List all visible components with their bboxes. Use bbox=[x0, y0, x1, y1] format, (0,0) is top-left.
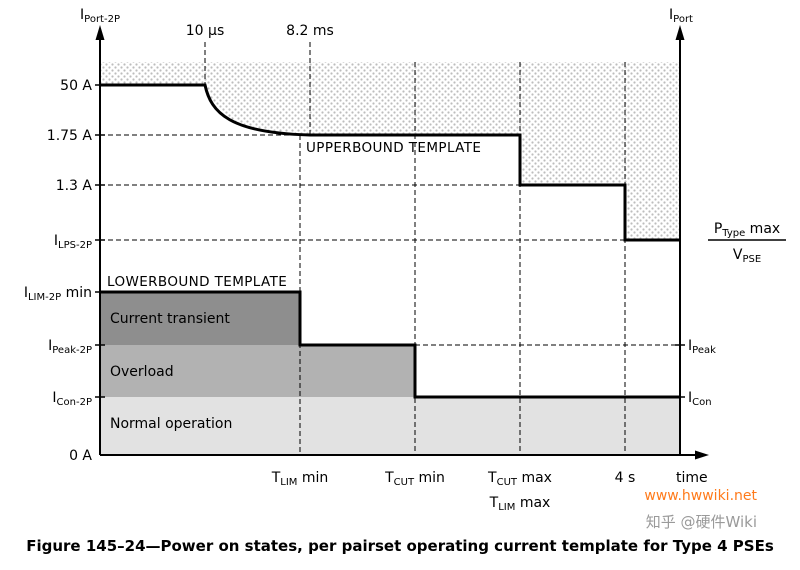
top-label-8-2ms: 8.2 ms bbox=[286, 23, 334, 39]
region-normal-operation bbox=[100, 397, 680, 455]
bottom-axis-labels: TLIM min TCUT min TCUT max TLIM max 4 s … bbox=[271, 470, 708, 513]
right-axis-ticks bbox=[675, 344, 685, 398]
label-ilim-2p-min: ILIM-2P min bbox=[24, 285, 92, 303]
upperbound-template-line bbox=[100, 83, 680, 242]
region-overload bbox=[100, 345, 415, 397]
lowerbound-regions bbox=[100, 292, 680, 455]
right-side-labels: PType max VPSE IPeak ICon bbox=[688, 221, 786, 408]
right-axis-arrow-icon bbox=[675, 25, 685, 40]
left-axis-ticks bbox=[95, 84, 105, 398]
label-icon-2p: ICon-2P bbox=[52, 390, 92, 408]
top-label-10us: 10 µs bbox=[186, 23, 224, 39]
label-tcut-min: TCUT min bbox=[384, 470, 445, 488]
label-1-3A: 1.3 A bbox=[56, 178, 93, 194]
label-icon: ICon bbox=[688, 390, 712, 408]
upperbound-region bbox=[100, 62, 680, 240]
label-4s: 4 s bbox=[615, 470, 636, 486]
annotation-lowerbound-template: LOWERBOUND TEMPLATE bbox=[107, 274, 287, 290]
watermark-site-link[interactable]: www.hwwiki.net bbox=[644, 488, 757, 504]
time-axis-arrow-icon bbox=[695, 450, 709, 460]
right-axis-title: IPort bbox=[669, 7, 693, 25]
annotation-normal-operation: Normal operation bbox=[110, 416, 232, 432]
axes bbox=[95, 25, 709, 460]
region-current-transient bbox=[100, 292, 300, 345]
label-50A: 50 A bbox=[60, 78, 92, 94]
annotation-upperbound-template: UPPERBOUND TEMPLATE bbox=[306, 140, 481, 156]
label-tlim-min: TLIM min bbox=[271, 470, 329, 488]
fraction-numerator: PType max bbox=[714, 221, 780, 239]
label-tlim-max: TLIM max bbox=[489, 495, 551, 513]
lowerbound-template-line bbox=[100, 290, 680, 399]
figure-caption: Figure 145–24—Power on states, per pairs… bbox=[26, 537, 774, 555]
label-time: time bbox=[676, 470, 708, 486]
annotation-current-transient: Current transient bbox=[110, 311, 230, 327]
label-ipeak: IPeak bbox=[688, 338, 716, 356]
label-ilps-2p: ILPS-2P bbox=[54, 233, 92, 251]
left-axis-arrow-icon bbox=[95, 25, 105, 40]
watermark-zhihu: 知乎 @硬件Wiki bbox=[646, 513, 757, 531]
left-axis-labels: 50 A 1.75 A 1.3 A ILPS-2P ILIM-2P min IP… bbox=[24, 78, 93, 464]
fraction-denominator: VPSE bbox=[733, 247, 761, 265]
annotation-overload: Overload bbox=[110, 364, 174, 380]
label-0A: 0 A bbox=[69, 448, 92, 464]
label-1-75A: 1.75 A bbox=[47, 128, 93, 144]
left-axis-title: IPort-2P bbox=[80, 7, 120, 25]
label-tcut-max: TCUT max bbox=[487, 470, 552, 488]
label-ipeak-2p: IPeak-2P bbox=[48, 338, 92, 356]
